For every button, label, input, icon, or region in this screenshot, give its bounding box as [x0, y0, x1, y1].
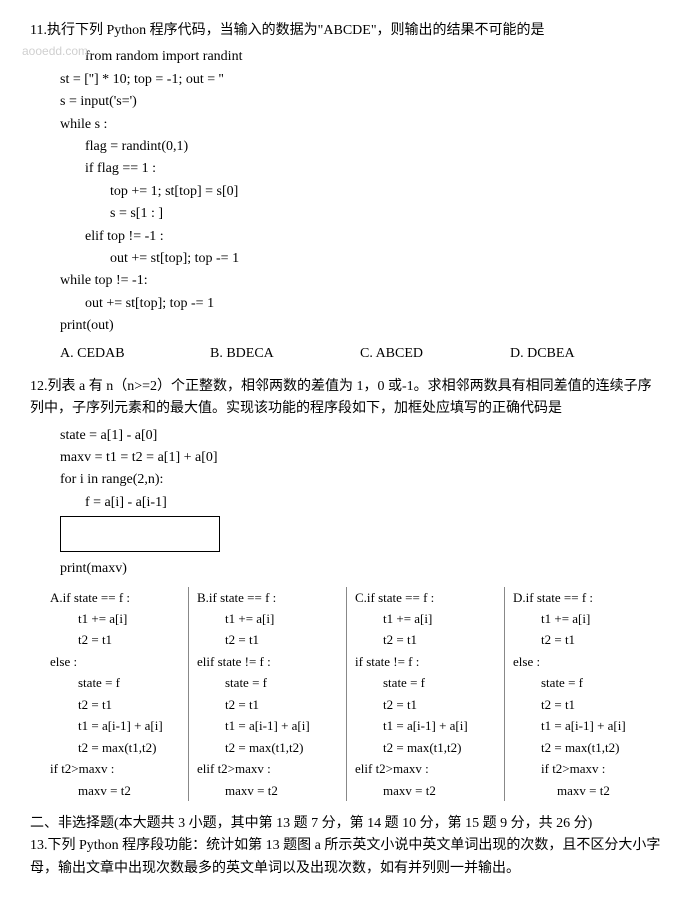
- code-line: print(out): [30, 315, 662, 337]
- code-line: t2 = t1: [197, 629, 338, 650]
- q12-prompt: 12.列表 a 有 n（n>=2）个正整数，相邻两数的差值为 1，0 或-1。求…: [30, 376, 662, 421]
- code-line: f = a[i] - a[i-1]: [30, 492, 662, 514]
- code-line: maxv = t2: [355, 780, 496, 801]
- code-line: t2 = t1: [50, 694, 180, 715]
- code-line: t2 = max(t1,t2): [50, 737, 180, 758]
- code-line: s = input('s='): [30, 91, 662, 113]
- code-line: t2 = t1: [197, 694, 338, 715]
- code-line: t2 = t1: [513, 694, 654, 715]
- col-header: B.if state == f :: [197, 587, 338, 608]
- watermark-text: aooedd.com: [22, 42, 88, 61]
- section2-header: 二、非选择题(本大题共 3 小题，其中第 13 题 7 分，第 14 题 10 …: [30, 813, 662, 835]
- option-b: B. BDECA: [210, 343, 360, 365]
- code-line: t1 += a[i]: [355, 608, 496, 629]
- option-a: A. CEDAB: [60, 343, 210, 365]
- code-line: out += st[top]; top -= 1: [30, 293, 662, 315]
- code-line: state = f: [50, 672, 180, 693]
- q11-prompt: 11.执行下列 Python 程序代码，当输入的数据为"ABCDE"，则输出的结…: [30, 20, 662, 42]
- code-line: if flag == 1 :: [30, 158, 662, 180]
- col-header: D.if state == f :: [513, 587, 654, 608]
- code-line: t2 = t1: [355, 629, 496, 650]
- code-line: state = f: [197, 672, 338, 693]
- code-line: t2 = max(t1,t2): [513, 737, 654, 758]
- code-line: if t2>maxv :: [513, 758, 654, 779]
- code-line: state = f: [355, 672, 496, 693]
- code-line: s = s[1 : ]: [30, 203, 662, 225]
- code-line: t2 = t1: [513, 629, 654, 650]
- q13-prompt: 13.下列 Python 程序段功能：统计如第 13 题图 a 所示英文小说中英…: [30, 835, 662, 880]
- code-line: out += st[top]; top -= 1: [30, 248, 662, 270]
- code-line: if state != f :: [355, 651, 496, 672]
- code-line: state = f: [513, 672, 654, 693]
- code-line: maxv = t2: [50, 780, 180, 801]
- option-column-a: A.if state == f : t1 += a[i] t2 = t1 els…: [30, 587, 188, 801]
- code-line: else :: [513, 651, 654, 672]
- option-d: D. DCBEA: [510, 343, 660, 365]
- code-line: maxv = t2: [513, 780, 654, 801]
- code-line: state = a[1] - a[0]: [30, 425, 662, 447]
- code-line: maxv = t2: [197, 780, 338, 801]
- q11-options: A. CEDAB B. BDECA C. ABCED D. DCBEA: [30, 343, 662, 365]
- code-line: while s :: [30, 114, 662, 136]
- code-line: elif t2>maxv :: [355, 758, 496, 779]
- code-line: top += 1; st[top] = s[0]: [30, 181, 662, 203]
- code-line: st = [''] * 10; top = -1; out = '': [30, 69, 662, 91]
- code-line: else :: [50, 651, 180, 672]
- option-column-b: B.if state == f : t1 += a[i] t2 = t1 eli…: [188, 587, 346, 801]
- code-line: t2 = max(t1,t2): [197, 737, 338, 758]
- code-line: from random import randint: [30, 46, 662, 68]
- answer-box-placeholder: [60, 516, 220, 552]
- code-line: while top != -1:: [30, 270, 662, 292]
- code-line: for i in range(2,n):: [30, 469, 662, 491]
- code-line: t1 += a[i]: [513, 608, 654, 629]
- code-line: t2 = max(t1,t2): [355, 737, 496, 758]
- code-line: t2 = t1: [50, 629, 180, 650]
- q12-options-table: A.if state == f : t1 += a[i] t2 = t1 els…: [30, 587, 662, 801]
- code-line: print(maxv): [30, 558, 662, 580]
- code-line: elif state != f :: [197, 651, 338, 672]
- option-column-d: D.if state == f : t1 += a[i] t2 = t1 els…: [504, 587, 662, 801]
- option-c: C. ABCED: [360, 343, 510, 365]
- col-header: A.if state == f :: [50, 587, 180, 608]
- col-header: C.if state == f :: [355, 587, 496, 608]
- code-line: maxv = t1 = t2 = a[1] + a[0]: [30, 447, 662, 469]
- code-line: t1 += a[i]: [197, 608, 338, 629]
- code-line: t2 = t1: [355, 694, 496, 715]
- code-line: t1 = a[i-1] + a[i]: [197, 715, 338, 736]
- option-column-c: C.if state == f : t1 += a[i] t2 = t1 if …: [346, 587, 504, 801]
- code-line: t1 += a[i]: [50, 608, 180, 629]
- code-line: t1 = a[i-1] + a[i]: [355, 715, 496, 736]
- q12-pre-code: state = a[1] - a[0] maxv = t1 = t2 = a[1…: [30, 425, 662, 515]
- q11-code-block: from random import randint st = [''] * 1…: [30, 46, 662, 337]
- code-line: elif t2>maxv :: [197, 758, 338, 779]
- code-line: elif top != -1 :: [30, 226, 662, 248]
- code-line: t1 = a[i-1] + a[i]: [50, 715, 180, 736]
- code-line: if t2>maxv :: [50, 758, 180, 779]
- code-line: flag = randint(0,1): [30, 136, 662, 158]
- code-line: t1 = a[i-1] + a[i]: [513, 715, 654, 736]
